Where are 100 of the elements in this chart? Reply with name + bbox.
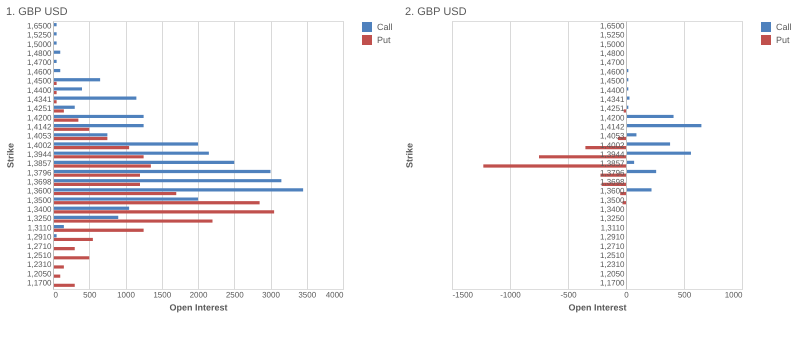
y-tick-label: 1,4341: [600, 94, 626, 104]
y-tick-label: 1,4142: [600, 122, 626, 132]
bar: [53, 96, 136, 100]
y-tick-label: 1,2310: [27, 260, 52, 270]
x-tick-label: 4000: [326, 290, 344, 300]
x-axis-title: Open Interest: [568, 302, 627, 312]
y-tick-label: 1,3250: [27, 214, 52, 224]
x-tick-label: 3000: [262, 290, 280, 300]
bar: [53, 155, 144, 158]
y-tick-label: 1,1700: [600, 278, 626, 288]
x-tick-label: -1000: [500, 290, 522, 300]
y-tick-label: 1,4800: [27, 49, 52, 58]
x-tick-label: 1000: [117, 290, 136, 300]
y-tick-label: 1,1700: [27, 278, 52, 288]
y-tick-label: 1,3400: [600, 205, 626, 214]
x-tick-label: 2000: [190, 290, 208, 300]
y-tick-label: 1,2910: [27, 232, 52, 242]
y-tick-label: 1,2510: [27, 250, 52, 260]
bar: [53, 164, 151, 168]
y-tick-label: 1,4700: [600, 58, 626, 68]
x-tick-label: 0: [624, 290, 630, 300]
y-tick-label: 1,3500: [27, 196, 52, 205]
y-tick-label: 1,2050: [600, 269, 626, 278]
y-tick-label: 1,2050: [27, 269, 52, 278]
y-tick-label: 1,4341: [27, 94, 52, 104]
bar: [53, 201, 260, 204]
y-tick-label: 1,4800: [600, 49, 626, 58]
y-tick-label: 1,4053: [27, 132, 52, 141]
legend-label: Put: [377, 35, 392, 45]
bar: [53, 78, 100, 82]
x-tick-label: 1500: [153, 290, 172, 300]
y-tick-label: 1,6500: [600, 22, 626, 31]
y-tick-label: 1,4400: [27, 86, 52, 95]
bar: [53, 160, 234, 164]
bar: [53, 128, 90, 131]
y-tick-label: 1,5000: [600, 40, 626, 49]
bar: [53, 192, 176, 196]
x-tick-label: 2500: [226, 290, 244, 300]
y-tick-label: 1,2310: [600, 260, 626, 270]
y-tick-label: 1,3796: [27, 168, 52, 178]
y-tick-label: 1,4600: [600, 67, 626, 76]
bar: [53, 142, 198, 146]
y-tick-label: 1,3600: [27, 186, 52, 196]
bar: [53, 50, 60, 54]
bar: [53, 182, 140, 186]
bar: [53, 170, 270, 174]
x-tick-label: 500: [678, 290, 692, 300]
bar: [53, 256, 90, 260]
legend-label: Call: [776, 22, 792, 32]
y-tick-label: 1,4500: [600, 76, 626, 86]
bar: [53, 238, 93, 242]
bar: [53, 174, 140, 177]
x-tick-label: -1500: [452, 290, 474, 300]
y-tick-label: 1,3857: [27, 159, 52, 168]
y-tick-label: 1,4600: [27, 67, 52, 76]
y-tick-label: 1,3250: [600, 214, 626, 224]
y-tick-label: 1,6500: [27, 22, 52, 31]
bar: [53, 210, 274, 214]
bar: [53, 146, 130, 150]
bar: [53, 106, 75, 109]
bar: [53, 219, 212, 223]
y-tick-label: 1,5250: [27, 30, 52, 40]
bar: [53, 124, 144, 128]
y-tick-label: 1,4200: [27, 113, 52, 122]
y-tick-label: 1,4500: [27, 76, 52, 86]
x-tick-label: 0: [54, 290, 58, 300]
bar: [53, 87, 82, 91]
bar: [53, 247, 75, 250]
y-tick-label: 1,3110: [28, 223, 52, 232]
y-tick-label: 1,4200: [600, 113, 626, 122]
y-axis-title: Strike: [6, 142, 16, 168]
bar: [53, 197, 198, 201]
legend-label: Call: [377, 22, 393, 32]
y-tick-label: 1,3944: [27, 150, 52, 159]
x-axis-title: Open Interest: [169, 302, 228, 312]
y-tick-label: 1,2710: [600, 242, 626, 251]
x-tick-label: -500: [560, 290, 578, 300]
bar: [53, 133, 108, 136]
bar: [53, 152, 209, 155]
y-tick-label: 1,5000: [27, 40, 52, 49]
bar: [53, 188, 304, 192]
y-tick-label: 1,4700: [27, 58, 52, 68]
y-tick-label: 1,4053: [600, 132, 626, 141]
bar: [53, 216, 118, 220]
y-tick-label: 1,2510: [600, 250, 626, 260]
bar: [53, 179, 282, 182]
y-tick-label: 1,3110: [600, 223, 626, 232]
bar: [53, 274, 60, 278]
legend-label: Put: [776, 35, 790, 45]
x-tick-label: 500: [83, 290, 97, 300]
x-tick-label: 1000: [724, 290, 744, 300]
bar: [53, 284, 75, 287]
y-tick-label: 1,3600: [600, 186, 626, 196]
y-tick-label: 1,4251: [600, 104, 626, 114]
y-tick-label: 1,4400: [600, 86, 626, 95]
y-tick-label: 1,4142: [27, 122, 52, 132]
bar: [53, 118, 78, 122]
bar: [53, 136, 108, 140]
y-tick-label: 1,2910: [600, 232, 626, 242]
y-tick-label: 1,3500: [600, 196, 626, 205]
